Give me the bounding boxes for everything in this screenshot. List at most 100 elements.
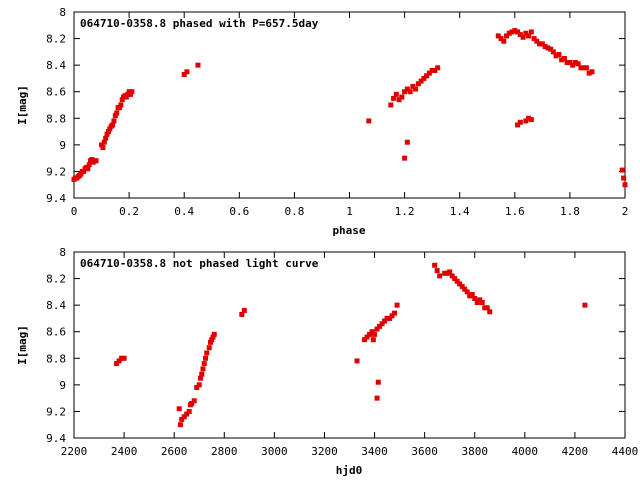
data-point (382, 318, 388, 324)
data-point (550, 49, 556, 55)
data-point (189, 400, 195, 406)
plot-frame-unphased (73, 251, 626, 439)
data-point (432, 262, 438, 268)
data-point (129, 89, 135, 95)
data-point (482, 305, 488, 311)
x-tick-label: 2 (622, 205, 629, 218)
data-point (107, 126, 113, 132)
data-point (570, 62, 576, 68)
data-point (469, 292, 475, 298)
x-tick-label: 4000 (512, 445, 539, 458)
data-point (589, 69, 595, 75)
data-point (542, 44, 548, 50)
data-point (126, 89, 132, 95)
data-point (477, 297, 483, 303)
data-point (110, 122, 116, 128)
data-point (364, 334, 370, 340)
x-axis-label-phased: phase (332, 224, 365, 237)
data-point (375, 379, 381, 385)
x-tick-label: 3400 (361, 445, 388, 458)
data-point (127, 91, 133, 97)
x-tick-label: 3200 (311, 445, 338, 458)
data-point (196, 382, 202, 388)
x-tick-label: 1.6 (505, 205, 525, 218)
data-point (452, 276, 458, 282)
data-point (176, 406, 182, 412)
data-point (177, 422, 183, 428)
data-point (432, 67, 438, 73)
data-point (369, 329, 375, 335)
data-point (523, 118, 529, 124)
y-tick-label: 9.2 (46, 165, 66, 178)
data-point (454, 278, 460, 284)
data-point (435, 65, 441, 71)
data-point (374, 395, 380, 401)
data-point (119, 355, 125, 361)
data-point (125, 91, 131, 97)
data-point (415, 81, 421, 87)
data-point (81, 168, 87, 174)
y-tick-label: 9.4 (46, 432, 66, 445)
data-point (119, 97, 125, 103)
data-point (191, 398, 197, 404)
data-point (567, 59, 573, 65)
data-point (467, 293, 473, 299)
data-point (537, 41, 543, 47)
data-point (548, 46, 554, 52)
data-point (118, 102, 124, 108)
data-point (464, 289, 470, 295)
data-point (370, 337, 376, 343)
x-tick-label: 1.4 (450, 205, 470, 218)
data-point (501, 38, 507, 44)
data-point (429, 67, 435, 73)
data-point (184, 411, 190, 417)
data-point (523, 30, 529, 36)
data-point (202, 355, 208, 361)
data-point (200, 366, 206, 372)
y-tick-label: 8.2 (46, 273, 66, 286)
data-point (112, 113, 118, 119)
y-tick-label: 8 (59, 6, 66, 19)
data-point (582, 302, 588, 308)
data-point (512, 28, 518, 34)
data-point (515, 29, 521, 35)
data-point (545, 45, 551, 51)
data-point (517, 119, 523, 125)
data-point (621, 175, 627, 181)
data-point (86, 162, 92, 168)
data-point (479, 299, 485, 305)
data-point (424, 73, 430, 79)
x-tick-label: 1.2 (395, 205, 415, 218)
data-point (377, 323, 383, 329)
x-tick-label: 0.6 (229, 205, 249, 218)
data-point (457, 281, 463, 287)
data-point (402, 155, 408, 161)
data-point (413, 86, 419, 92)
x-tick-label: 0.8 (284, 205, 304, 218)
data-point (447, 269, 453, 275)
y-axis-label-phased: I[mag] (16, 85, 29, 125)
x-tick-label: 0.4 (174, 205, 194, 218)
data-point (111, 118, 117, 124)
y-ticks-unphased: 8 8.2 8.4 8.6 8.8 9 9.2 9.4 (46, 246, 625, 445)
chart-title-phased: 064710-0358.8 phased with P=657.5day (80, 17, 319, 30)
y-axis-label-unphased: I[mag] (16, 325, 29, 365)
data-point (100, 145, 106, 151)
data-point (89, 156, 95, 162)
data-point (392, 310, 398, 316)
data-point (210, 334, 216, 340)
data-point (583, 65, 589, 71)
data-point (121, 355, 127, 361)
x-axis-label-unphased: hjd0 (336, 464, 363, 477)
data-point (105, 129, 111, 135)
data-point (103, 135, 109, 141)
data-point (195, 62, 201, 68)
data-point (101, 139, 107, 145)
data-point (78, 171, 84, 177)
phased-light-curve-panel: 064710-0358.8 phased with P=657.5day pha… (16, 6, 628, 237)
data-point (123, 94, 129, 100)
data-point (459, 284, 465, 290)
y-tick-label: 9 (59, 139, 66, 152)
data-point (484, 305, 490, 311)
